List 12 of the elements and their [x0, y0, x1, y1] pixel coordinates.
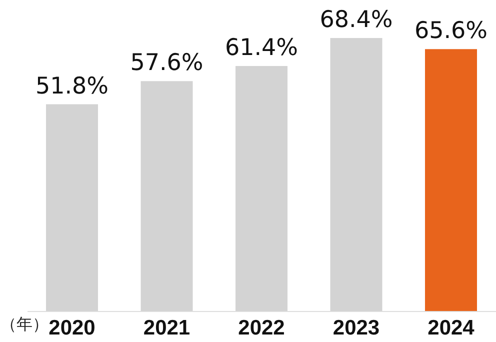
x-tick-label: 2022: [238, 316, 285, 340]
data-label: 68.4%: [320, 7, 393, 33]
x-axis-title: （年）: [0, 314, 48, 334]
data-label: 61.4%: [224, 34, 298, 61]
data-label: 57.6%: [130, 50, 204, 76]
x-tick-label: 2021: [143, 316, 190, 340]
data-label: 51.8%: [35, 73, 109, 100]
x-tick-label: 2023: [332, 316, 380, 340]
x-tick-label: 2024: [428, 316, 475, 340]
data-label: 65.6%: [414, 18, 488, 44]
bar: [424, 49, 477, 311]
x-tick-label: 2020: [48, 316, 96, 340]
